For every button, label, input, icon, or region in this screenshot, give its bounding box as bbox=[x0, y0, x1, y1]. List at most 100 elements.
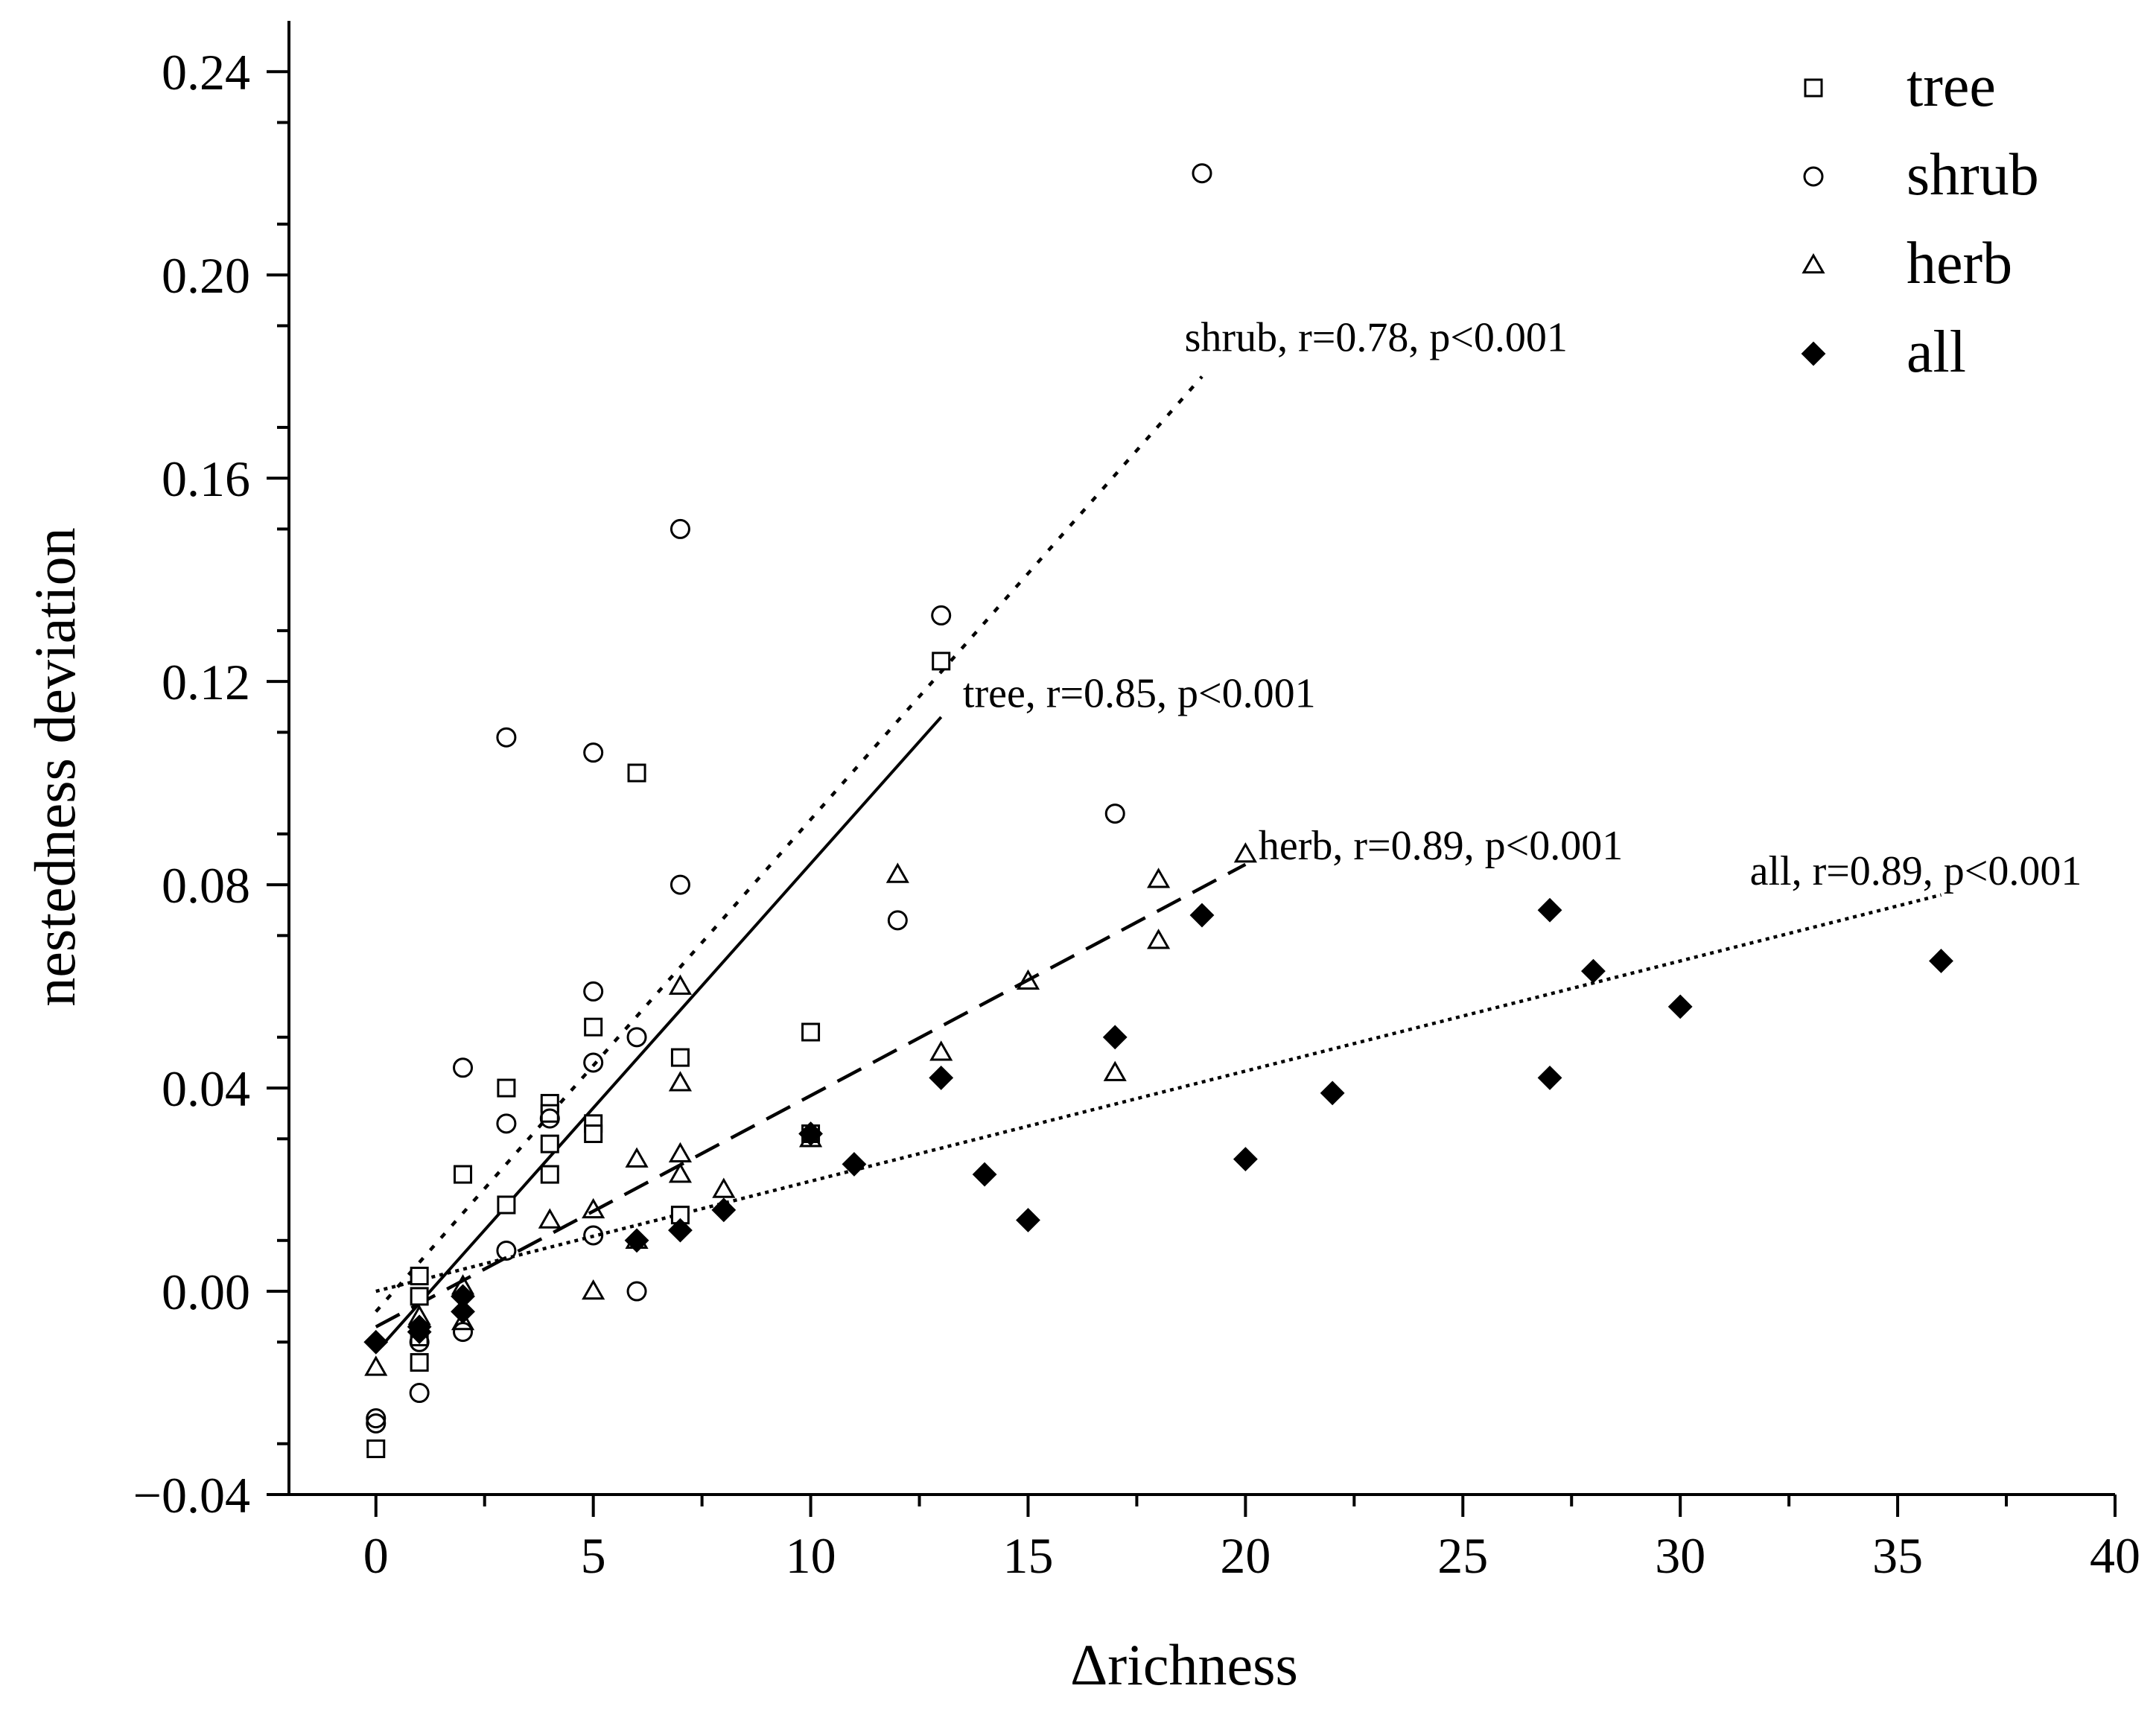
herb-point bbox=[1103, 1060, 1127, 1081]
y-tick-label: 0.16 bbox=[162, 451, 250, 507]
x-tick-label: 25 bbox=[1437, 1527, 1488, 1584]
y-tick-label: 0.00 bbox=[162, 1264, 250, 1320]
herb-point bbox=[712, 1177, 736, 1198]
shrub-point bbox=[496, 1113, 517, 1134]
all-point bbox=[972, 1162, 997, 1187]
shrub-point bbox=[366, 1413, 387, 1433]
shrub-point bbox=[626, 1027, 647, 1048]
shrub-point bbox=[583, 1052, 604, 1073]
all-point bbox=[451, 1299, 475, 1324]
all-point bbox=[1233, 1147, 1258, 1172]
shrub-point bbox=[931, 605, 952, 626]
herb-series bbox=[364, 842, 1257, 1376]
tree-point bbox=[584, 1124, 603, 1143]
shrub-point bbox=[583, 981, 604, 1002]
y-tick-label: 0.04 bbox=[162, 1060, 250, 1117]
herb-point bbox=[1016, 969, 1040, 990]
herb-point bbox=[1147, 929, 1171, 949]
shrub-point bbox=[1192, 163, 1212, 184]
all-legend-marker bbox=[1801, 341, 1826, 366]
tree-legend-marker bbox=[1804, 78, 1823, 98]
tree-point bbox=[497, 1078, 516, 1098]
all-point bbox=[1320, 1081, 1345, 1106]
tree-point bbox=[627, 763, 646, 783]
y-tick-label: 0.24 bbox=[162, 44, 250, 101]
fit-annotation: tree, r=0.85, p<0.001 bbox=[963, 670, 1316, 716]
x-tick-label: 10 bbox=[786, 1527, 836, 1584]
shrub-point bbox=[626, 1281, 647, 1302]
all-point bbox=[1189, 903, 1215, 928]
fit-annotation: herb, r=0.89, p<0.001 bbox=[1259, 823, 1623, 869]
herb-point bbox=[582, 1279, 605, 1300]
herb-point bbox=[885, 862, 909, 883]
shrub-fit-line bbox=[375, 375, 1203, 1313]
shrub-legend-marker bbox=[1803, 166, 1824, 187]
all-point bbox=[1537, 1066, 1562, 1090]
herb-point bbox=[582, 1197, 605, 1219]
y-tick-label: 0.20 bbox=[162, 247, 250, 304]
herb-point bbox=[451, 1309, 475, 1331]
tree-point bbox=[584, 1017, 603, 1037]
shrub-point bbox=[453, 1057, 474, 1078]
tree-point bbox=[410, 1287, 429, 1306]
herb-point bbox=[668, 974, 693, 995]
herb-point bbox=[668, 1071, 693, 1092]
tree-point bbox=[410, 1267, 429, 1286]
herb-point bbox=[668, 1162, 693, 1183]
all-point bbox=[1667, 994, 1693, 1019]
fit-annotation: all, r=0.89, p<0.001 bbox=[1750, 848, 2082, 894]
shrub-point bbox=[496, 727, 517, 748]
shrub-legend-label: shrub bbox=[1907, 142, 2039, 208]
herb-fit-line bbox=[375, 862, 1247, 1328]
tree-point bbox=[366, 1439, 386, 1459]
herb-point bbox=[1233, 842, 1257, 863]
tree-point bbox=[670, 1048, 690, 1067]
all-fit-line bbox=[375, 893, 1942, 1293]
fit-annotations: shrub, r=0.78, p<0.001 tree, r=0.85, p<0.… bbox=[963, 315, 2082, 895]
x-tick-label: 30 bbox=[1655, 1527, 1705, 1584]
fit-annotation: shrub, r=0.78, p<0.001 bbox=[1185, 315, 1568, 361]
all-legend-label: all bbox=[1907, 319, 1966, 385]
axes: 0 5 10 15 20 25 30 35 40 −0.04 0.00 0.04 0.08 0.12 0.1… bbox=[133, 21, 2140, 1584]
tree-point bbox=[932, 652, 951, 671]
all-point bbox=[363, 1329, 389, 1355]
herb-point bbox=[1147, 868, 1171, 888]
all-point bbox=[711, 1197, 737, 1223]
x-tick-label: 40 bbox=[2090, 1527, 2140, 1584]
tree-point bbox=[540, 1104, 559, 1123]
x-tick-label: 5 bbox=[581, 1527, 606, 1584]
data-points bbox=[363, 163, 1953, 1459]
all-point bbox=[798, 1121, 823, 1146]
herb-point bbox=[929, 1040, 953, 1061]
all-point bbox=[842, 1152, 867, 1177]
regression-lines bbox=[375, 375, 1942, 1354]
all-point bbox=[1581, 958, 1606, 984]
shrub-point bbox=[496, 1240, 517, 1261]
all-point bbox=[929, 1066, 954, 1090]
shrub-series bbox=[366, 163, 1212, 1433]
tree-legend-label: tree bbox=[1907, 54, 1996, 119]
herb-legend-marker bbox=[1802, 252, 1825, 274]
shrub-point bbox=[670, 874, 690, 895]
shrub-point bbox=[583, 742, 604, 763]
all-point bbox=[1102, 1025, 1128, 1050]
tree-point bbox=[540, 1165, 559, 1184]
x-axis-title: Δrichness bbox=[1070, 1632, 1298, 1697]
y-tick-label: 0.08 bbox=[162, 857, 250, 914]
tree-point bbox=[801, 1022, 821, 1042]
tree-point bbox=[497, 1195, 516, 1215]
tree-point bbox=[454, 1165, 473, 1184]
x-tick-label: 0 bbox=[363, 1527, 389, 1584]
shrub-point bbox=[1104, 803, 1125, 824]
shrub-point bbox=[670, 518, 690, 539]
shrub-point bbox=[409, 1383, 430, 1404]
shrub-point bbox=[453, 1322, 474, 1343]
herb-point bbox=[668, 1142, 693, 1163]
all-point bbox=[407, 1320, 432, 1345]
herb-legend-label: herb bbox=[1907, 231, 2012, 296]
tree-point bbox=[410, 1353, 429, 1372]
tree-point bbox=[540, 1134, 559, 1153]
herb-point bbox=[538, 1208, 562, 1229]
y-tick-label: 0.12 bbox=[162, 654, 250, 710]
